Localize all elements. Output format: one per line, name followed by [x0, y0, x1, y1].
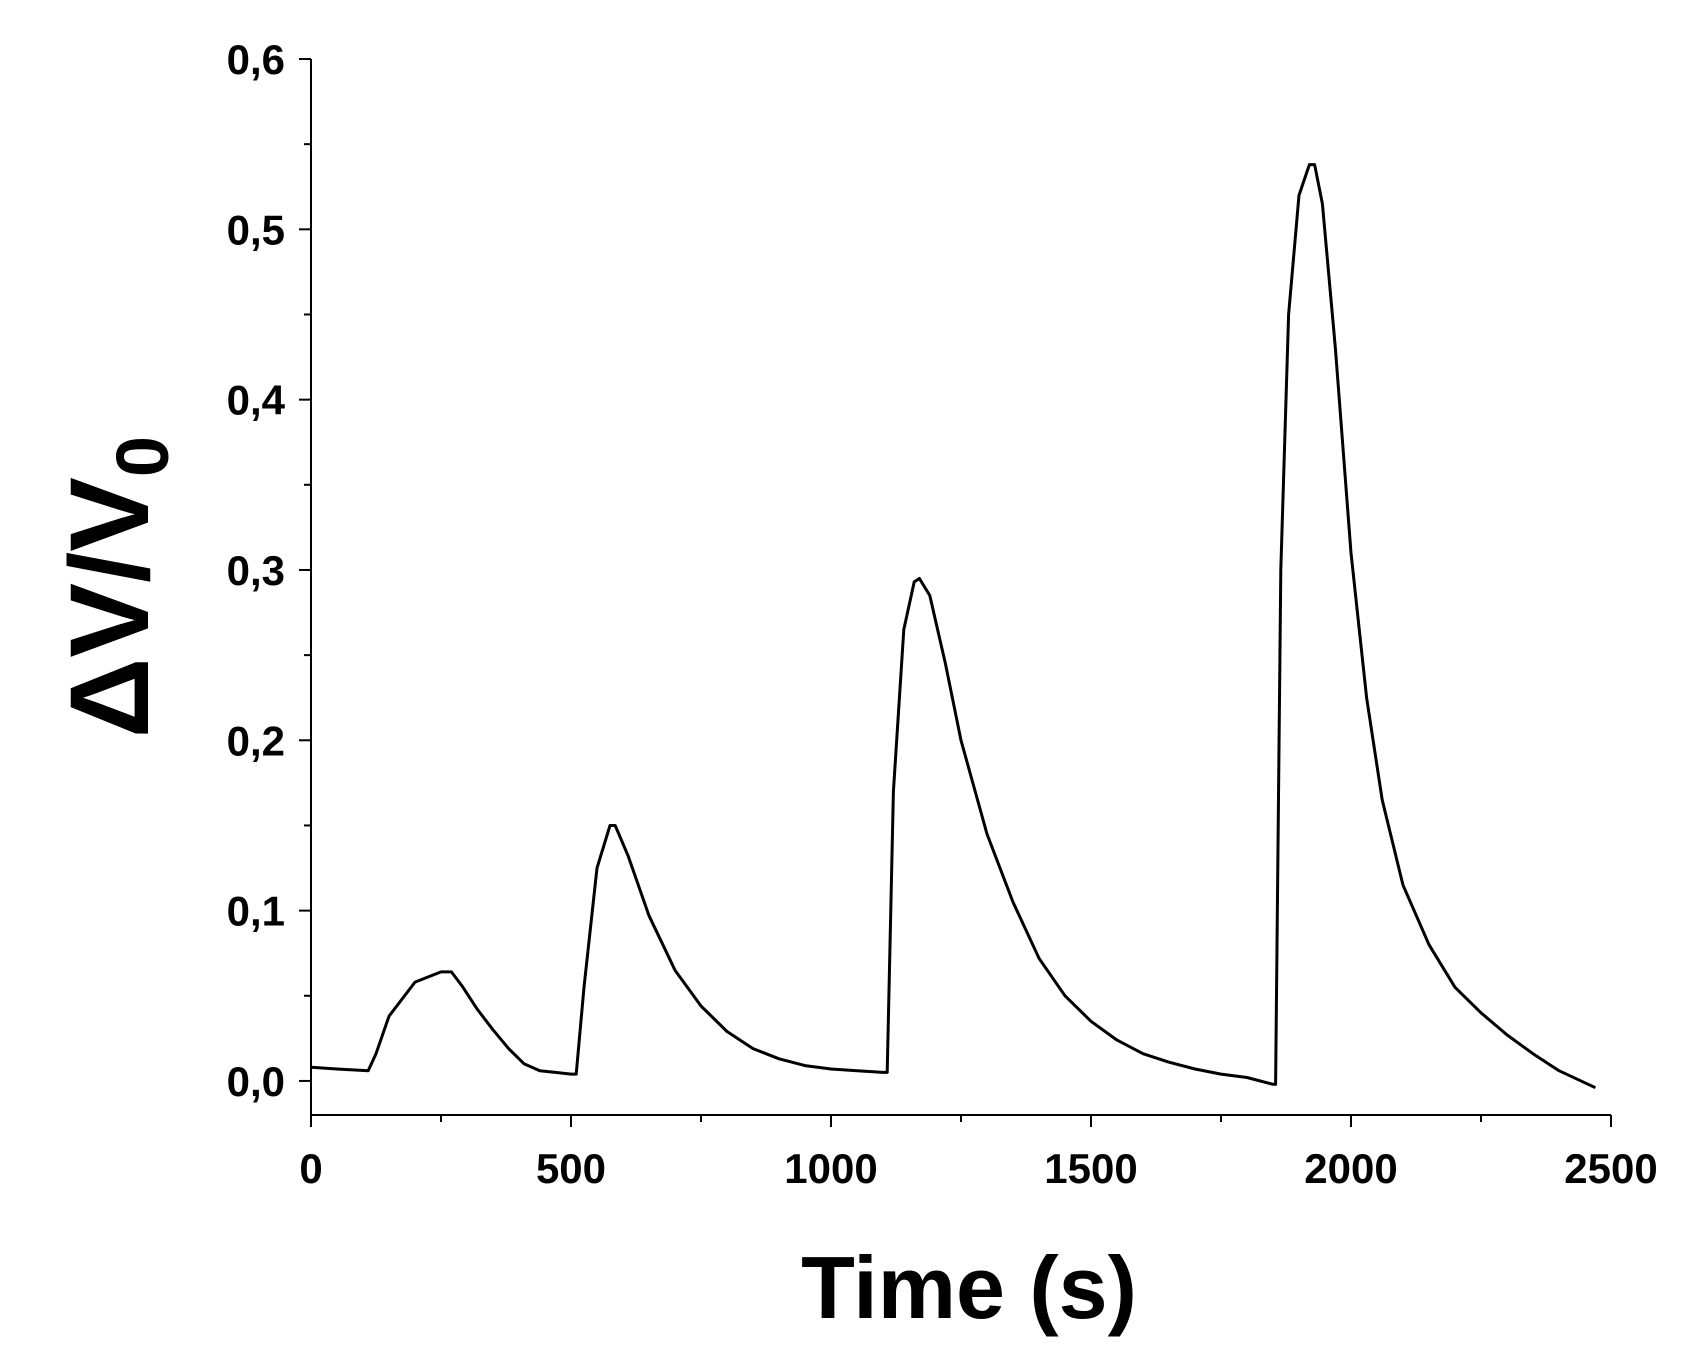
y-axis-title: ΔV/V0	[47, 436, 184, 738]
y-ticks: 0,0 0,1 0,2 0,3 0,4 0,5 0,6	[227, 36, 311, 1105]
svg-text:ΔV/V0: ΔV/V0	[47, 436, 184, 738]
y-tick-label: 0,3	[227, 547, 285, 594]
y-tick-label: 0,4	[227, 377, 286, 424]
x-tick-label: 1000	[784, 1145, 877, 1192]
x-tick-label: 500	[536, 1145, 606, 1192]
y-tick-label: 0,2	[227, 717, 285, 764]
axes	[310, 59, 1611, 1116]
series-line	[310, 163, 1597, 1090]
y-tick-label: 0,0	[227, 1058, 285, 1105]
x-ticks: 0 500 1000 1500 2000 2500	[299, 1115, 1658, 1192]
y-tick-label: 0,1	[227, 888, 285, 935]
x-tick-label: 2500	[1564, 1145, 1657, 1192]
y-axis-title-main: ΔV/V	[47, 477, 172, 738]
x-tick-label: 2000	[1304, 1145, 1397, 1192]
y-axis-title-subscript: 0	[101, 436, 184, 477]
y-tick-label: 0,5	[227, 206, 285, 253]
y-tick-label: 0,6	[227, 36, 285, 83]
x-tick-label: 0	[299, 1145, 322, 1192]
x-axis-title: Time (s)	[801, 1238, 1137, 1337]
x-tick-label: 1500	[1044, 1145, 1137, 1192]
